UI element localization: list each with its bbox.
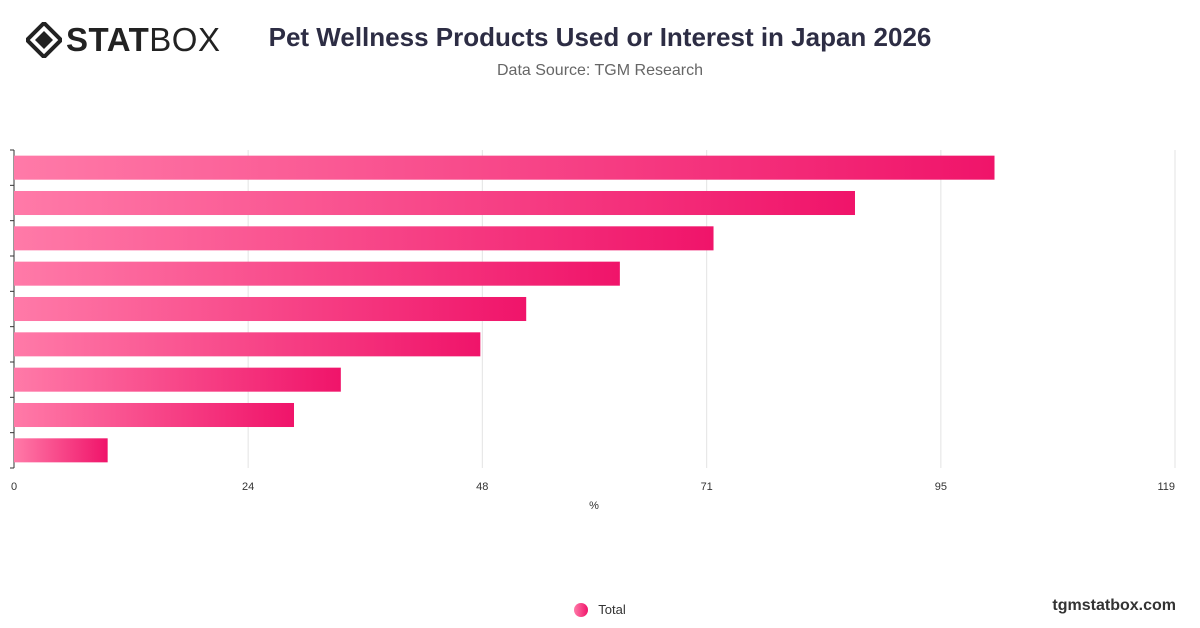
legend[interactable]: Total xyxy=(0,602,1200,617)
diamond-logo-icon xyxy=(26,22,62,58)
bar-total[interactable] xyxy=(14,226,714,251)
bar-total[interactable] xyxy=(14,155,995,180)
x-tick-label: 0 xyxy=(11,481,17,493)
bar-total[interactable] xyxy=(14,332,481,357)
x-tick-label: 95 xyxy=(935,481,947,493)
bar-total[interactable] xyxy=(14,402,295,428)
logo-text: STATBOX xyxy=(66,22,220,58)
bar-total[interactable] xyxy=(14,296,527,322)
x-axis-ticks: 0 24 48 71 95 119 xyxy=(11,481,1175,493)
x-tick-label: 24 xyxy=(242,481,254,493)
bars xyxy=(14,155,995,463)
x-tick-label: 119 xyxy=(1157,481,1175,493)
x-axis-label: % xyxy=(589,500,599,512)
bar-total[interactable] xyxy=(14,367,341,392)
bar-total[interactable] xyxy=(14,261,620,286)
legend-label-total: Total xyxy=(598,602,626,617)
x-tick-label: 71 xyxy=(701,481,713,493)
bar-total[interactable] xyxy=(14,438,108,463)
statbox-logo: STATBOX xyxy=(26,22,220,58)
chart-title: Pet Wellness Products Used or Interest i… xyxy=(268,22,932,52)
logo-text-light: BOX xyxy=(149,21,221,58)
chart-subtitle: Data Source: TGM Research xyxy=(496,62,703,79)
logo-text-bold: STAT xyxy=(66,21,150,58)
legend-marker xyxy=(574,602,589,617)
site-url: tgmstatbox.com xyxy=(1052,597,1176,614)
bar-total[interactable] xyxy=(14,190,855,216)
x-tick-label: 48 xyxy=(476,481,488,493)
